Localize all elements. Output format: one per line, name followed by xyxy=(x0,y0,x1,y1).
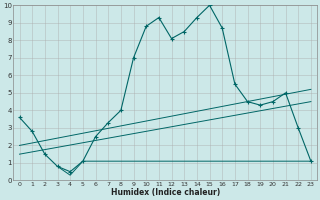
X-axis label: Humidex (Indice chaleur): Humidex (Indice chaleur) xyxy=(111,188,220,197)
